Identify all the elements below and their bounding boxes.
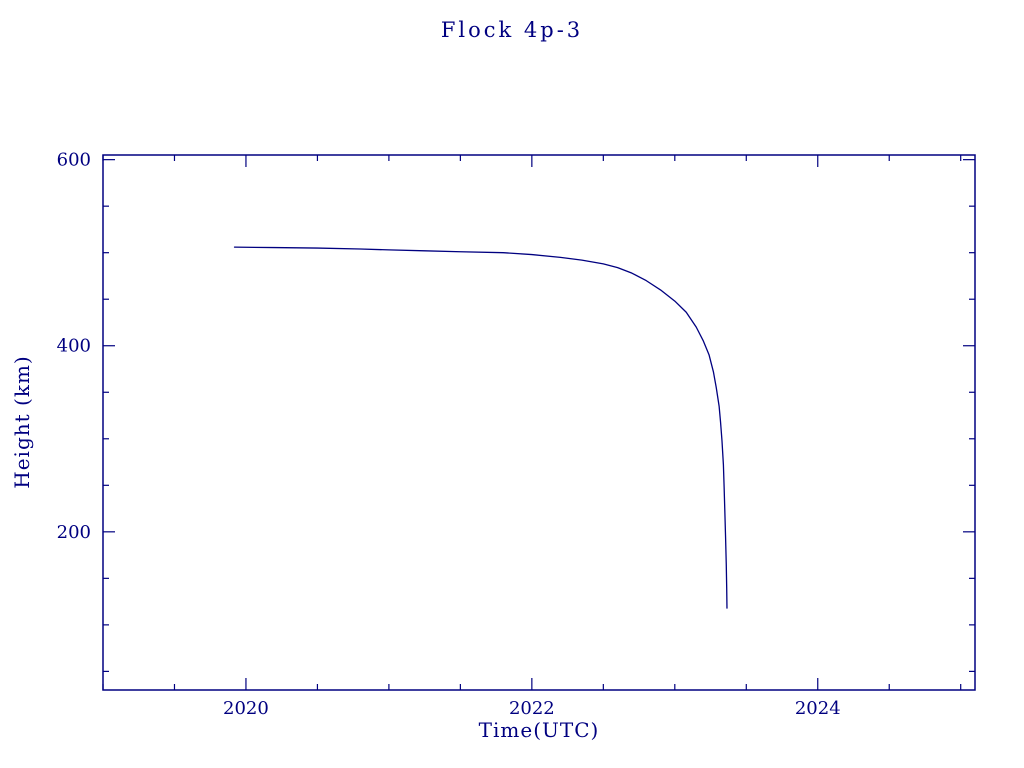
y-axis-label: Height (km) xyxy=(10,355,34,489)
x-axis-label: Time(UTC) xyxy=(478,718,600,742)
x-tick-label: 2024 xyxy=(795,698,841,719)
y-tick-label: 200 xyxy=(57,522,91,543)
plot-frame xyxy=(102,154,976,691)
chart-title: Flock 4p-3 xyxy=(440,18,584,42)
x-tick-label: 2020 xyxy=(223,698,269,719)
decay-line xyxy=(233,246,728,609)
y-tick-label: 600 xyxy=(57,150,91,171)
x-tick-label: 2022 xyxy=(509,698,555,719)
y-tick-label: 400 xyxy=(57,336,91,357)
